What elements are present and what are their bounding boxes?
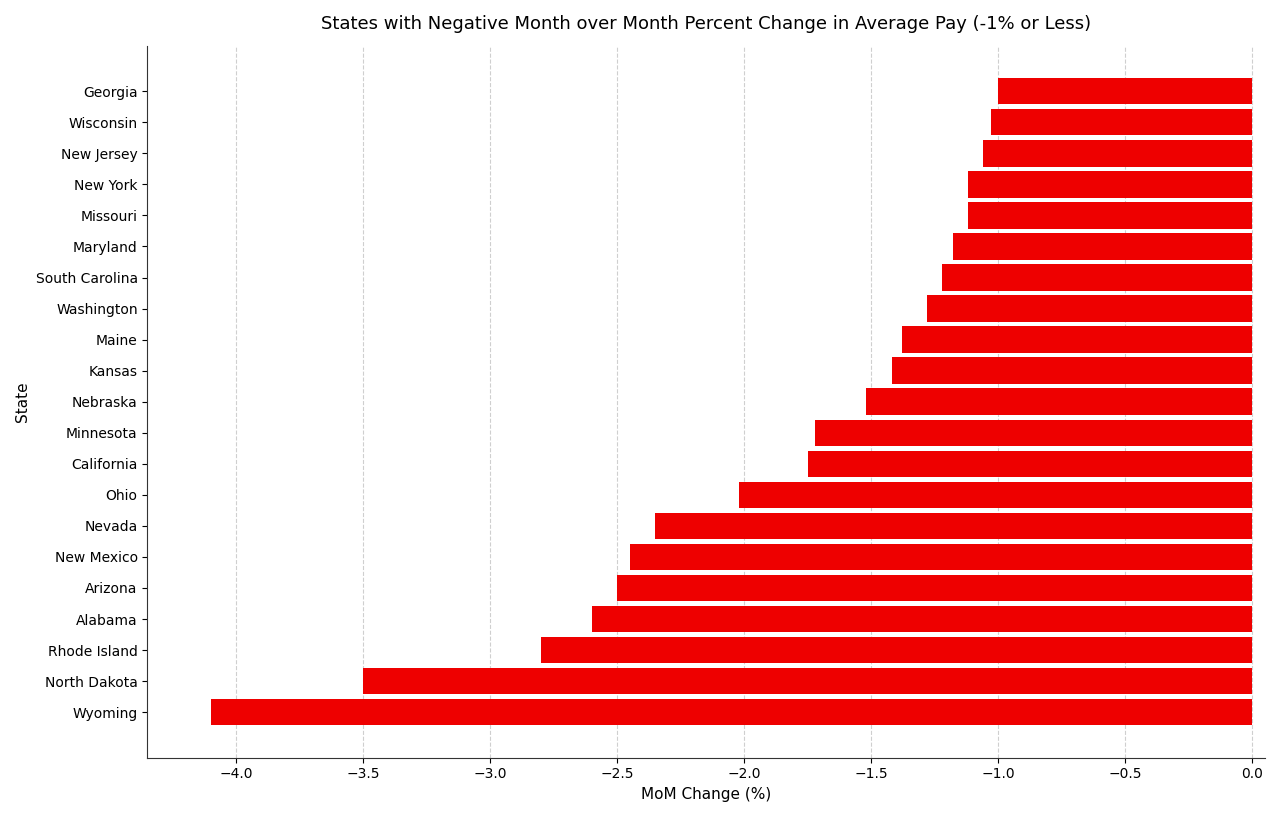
- Bar: [902, 327, 1252, 353]
- Bar: [991, 109, 1252, 136]
- Bar: [617, 575, 1252, 601]
- Bar: [364, 668, 1252, 694]
- Bar: [952, 234, 1252, 260]
- Bar: [968, 172, 1252, 198]
- Y-axis label: State: State: [15, 382, 29, 422]
- Bar: [927, 296, 1252, 322]
- Bar: [968, 203, 1252, 229]
- Bar: [892, 358, 1252, 384]
- Bar: [591, 606, 1252, 632]
- X-axis label: MoM Change (%): MoM Change (%): [641, 787, 772, 802]
- Title: States with Negative Month over Month Percent Change in Average Pay (-1% or Less: States with Negative Month over Month Pe…: [321, 15, 1092, 33]
- Bar: [983, 141, 1252, 167]
- Bar: [998, 78, 1252, 105]
- Bar: [808, 451, 1252, 477]
- Bar: [815, 420, 1252, 446]
- Bar: [740, 482, 1252, 508]
- Bar: [942, 265, 1252, 291]
- Bar: [867, 389, 1252, 415]
- Bar: [541, 637, 1252, 663]
- Bar: [211, 699, 1252, 725]
- Bar: [630, 544, 1252, 570]
- Bar: [655, 513, 1252, 539]
